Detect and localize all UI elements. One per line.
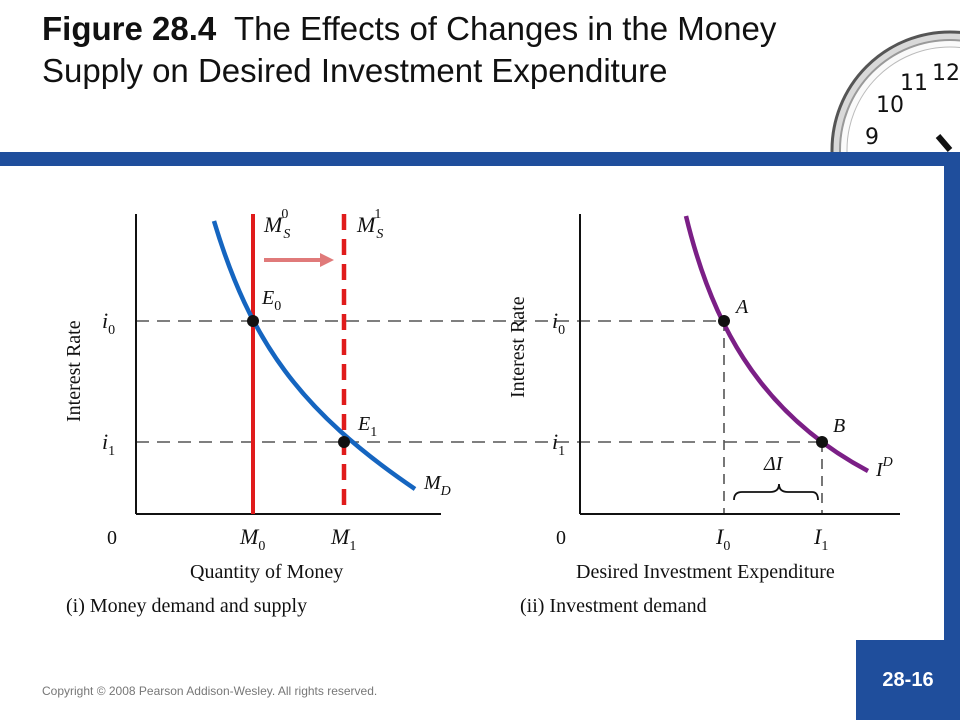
e1-label: E1 — [357, 413, 377, 440]
point-a-label: A — [734, 296, 749, 318]
point-e0 — [247, 315, 259, 327]
ms0-label: MS0 — [263, 207, 290, 242]
point-b — [816, 436, 828, 448]
md-label: MD — [423, 472, 451, 499]
right-side-bar — [944, 152, 960, 640]
left-caption: (i) Money demand and supply — [66, 595, 307, 617]
left-m0-tick: M0 — [239, 524, 265, 554]
right-i0-x-tick: I0 — [715, 524, 730, 554]
clock-image: 12 11 10 9 — [810, 0, 960, 152]
right-x-axis-label: Desired Investment Expenditure — [576, 561, 835, 583]
left-y-axis-label: Interest Rate — [63, 320, 85, 422]
money-investment-diagram: MS0 MS1 E0 E1 MD i0 i1 0 M0 M1 Interest … — [63, 207, 900, 617]
copyright-text: Copyright © 2008 Pearson Addison-Wesley.… — [42, 684, 378, 698]
shift-arrow-head — [320, 253, 334, 267]
e0-label: E0 — [261, 287, 281, 314]
left-i0-tick: i0 — [102, 308, 115, 338]
right-i1-tick: i1 — [552, 429, 565, 459]
left-i1-tick: i1 — [102, 429, 115, 459]
slide-title: Figure 28.4 The Effects of Changes in th… — [42, 8, 822, 92]
point-e1 — [338, 436, 350, 448]
ms1-label: MS1 — [356, 207, 383, 242]
page-number: 28-16 — [856, 640, 960, 720]
figure-number: Figure 28.4 — [42, 10, 217, 47]
right-origin: 0 — [556, 527, 566, 549]
left-m1-tick: M1 — [330, 524, 356, 554]
delta-brace — [733, 483, 819, 501]
right-y-axis-label: Interest Rate — [507, 296, 529, 398]
clock-numeral-11: 11 — [900, 71, 928, 96]
right-caption: (ii) Investment demand — [520, 595, 707, 617]
delta-i-label: ΔI — [763, 453, 784, 475]
point-a — [718, 315, 730, 327]
left-x-axis-label: Quantity of Money — [190, 561, 343, 583]
clock-numeral-10: 10 — [876, 93, 904, 118]
clock-numeral-9: 9 — [865, 125, 879, 150]
right-i0-tick: i0 — [552, 308, 565, 338]
id-label: ID — [875, 455, 893, 481]
clock-numeral-12: 12 — [932, 61, 960, 86]
point-b-label: B — [833, 415, 845, 437]
figure-title: The Effects of Changes in the Money Supp… — [42, 10, 777, 89]
money-demand-curve — [211, 220, 417, 491]
investment-demand-curve — [683, 215, 870, 473]
right-i1-x-tick: I1 — [813, 524, 828, 554]
left-origin: 0 — [107, 527, 117, 549]
header-band — [0, 152, 960, 166]
